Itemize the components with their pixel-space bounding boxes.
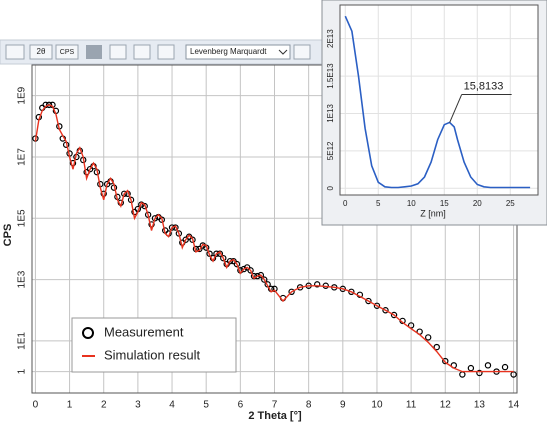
x-tick-label: 9 <box>340 400 346 411</box>
y-axis-label: CPS <box>2 224 14 247</box>
x-tick-label: 11 <box>406 400 417 411</box>
measurement-point <box>213 250 220 257</box>
x-tick-label: 5 <box>203 400 209 411</box>
annotation-label: 15,8133 <box>464 80 504 92</box>
measurement-point <box>257 271 265 279</box>
toolbar-button[interactable] <box>55 44 79 60</box>
measurement-point <box>288 288 295 295</box>
measurement-point <box>271 285 278 293</box>
measurement-point <box>476 369 483 377</box>
measurement-point <box>382 307 389 314</box>
y-tick-label: 1.5E13 <box>326 63 335 89</box>
x-tick-label: 10 <box>407 199 416 208</box>
fit-method-dropdown[interactable] <box>185 44 291 60</box>
measurement-point <box>348 288 355 295</box>
measurement-point <box>226 257 234 265</box>
measurement-point <box>247 267 254 274</box>
y-tick-label: 1E5 <box>17 209 28 227</box>
measurement-point <box>313 281 321 288</box>
measurement-point <box>45 101 53 109</box>
legend-label: Measurement <box>104 324 184 339</box>
x-tick-label: 20 <box>473 199 482 208</box>
dropdown-arrow <box>278 49 288 55</box>
measurement-point <box>254 272 261 280</box>
measurement-point <box>141 202 148 210</box>
x-tick-label: 25 <box>506 199 515 208</box>
x-tick-label: 0 <box>343 199 348 208</box>
toolbar-label: CPS <box>60 49 75 56</box>
plot-frame <box>31 64 518 394</box>
x-tick-label: 15 <box>440 199 449 208</box>
measurement-point <box>196 245 203 253</box>
y-tick-label: 1E13 <box>326 104 335 123</box>
measurement-point <box>189 236 196 243</box>
measurement-point <box>121 190 128 197</box>
x-axis-label: Z [nm] <box>420 208 446 218</box>
toolbar-button[interactable] <box>29 44 53 60</box>
plot-area <box>340 5 538 195</box>
x-tick-label: 2 <box>101 400 107 411</box>
toolbar-button[interactable] <box>157 44 175 60</box>
legend-label: Simulation result <box>104 347 200 362</box>
toolbar-label: 2θ <box>37 47 46 56</box>
plot-frame <box>339 4 539 196</box>
x-tick-label: 5 <box>376 199 381 208</box>
measurement-point <box>220 254 227 262</box>
toolbar-button[interactable] <box>86 45 102 59</box>
measurement-point <box>442 357 449 365</box>
measurement-point <box>433 343 440 351</box>
dropdown-text: Levenberg Marquardt <box>190 47 267 56</box>
y-tick-label: 1E7 <box>17 148 28 166</box>
toolbar-button[interactable] <box>109 44 127 60</box>
x-tick-label: 7 <box>272 400 278 411</box>
measurement-point <box>148 221 155 228</box>
y-tick-label: 1E3 <box>17 270 28 288</box>
measurement-point <box>424 334 432 341</box>
x-tick-label: 10 <box>371 400 383 411</box>
legend-box <box>71 317 237 373</box>
measurement-point <box>373 302 381 309</box>
toolbar: 2θ CPS Levenberg Marquardt <box>0 39 331 65</box>
measurement-point <box>261 276 268 283</box>
x-tick-label: 0 <box>33 400 39 411</box>
y-tick-label: 1 <box>17 368 28 374</box>
toolbar-button[interactable] <box>5 44 25 60</box>
x-tick-label: 4 <box>169 400 175 411</box>
toolbar-button[interactable] <box>293 44 311 60</box>
measurement-point <box>484 362 492 369</box>
x-tick-label: 1 <box>67 400 73 411</box>
measurement-point <box>365 297 372 305</box>
x-axis-label: 2 Theta [°] <box>248 410 302 422</box>
measurement-point <box>467 364 475 372</box>
measurement-point <box>501 363 509 371</box>
x-tick-label: 13 <box>474 400 486 411</box>
x-tick-label: 14 <box>508 400 520 411</box>
y-tick-label: 2E13 <box>326 29 335 48</box>
inset-window: 0 5 10 15 20 25 0 5E12 1E13 1.5E13 2E13 Z [nm] 15,81… <box>321 0 547 226</box>
y-tick-label: 1E1 <box>17 332 28 350</box>
measurement-point <box>240 265 247 273</box>
x-tick-label: 8 <box>306 400 312 411</box>
toolbar-button[interactable] <box>133 44 151 60</box>
x-tick-label: 3 <box>135 400 141 411</box>
x-tick-label: 12 <box>440 400 452 411</box>
y-tick-label: 0 <box>326 185 335 190</box>
x-tick-label: 6 <box>238 400 244 411</box>
legend-marker <box>82 327 94 339</box>
measurement-point <box>390 311 398 319</box>
measurement-point <box>168 224 176 231</box>
series-line <box>344 15 531 189</box>
annotation-leader <box>449 94 463 123</box>
series-line <box>34 104 514 373</box>
measurement-point <box>233 260 241 268</box>
y-tick-label: 1E9 <box>17 86 28 104</box>
y-tick-label: 5E12 <box>326 141 335 160</box>
measurement-point <box>158 216 165 223</box>
measurement-point <box>69 159 77 167</box>
